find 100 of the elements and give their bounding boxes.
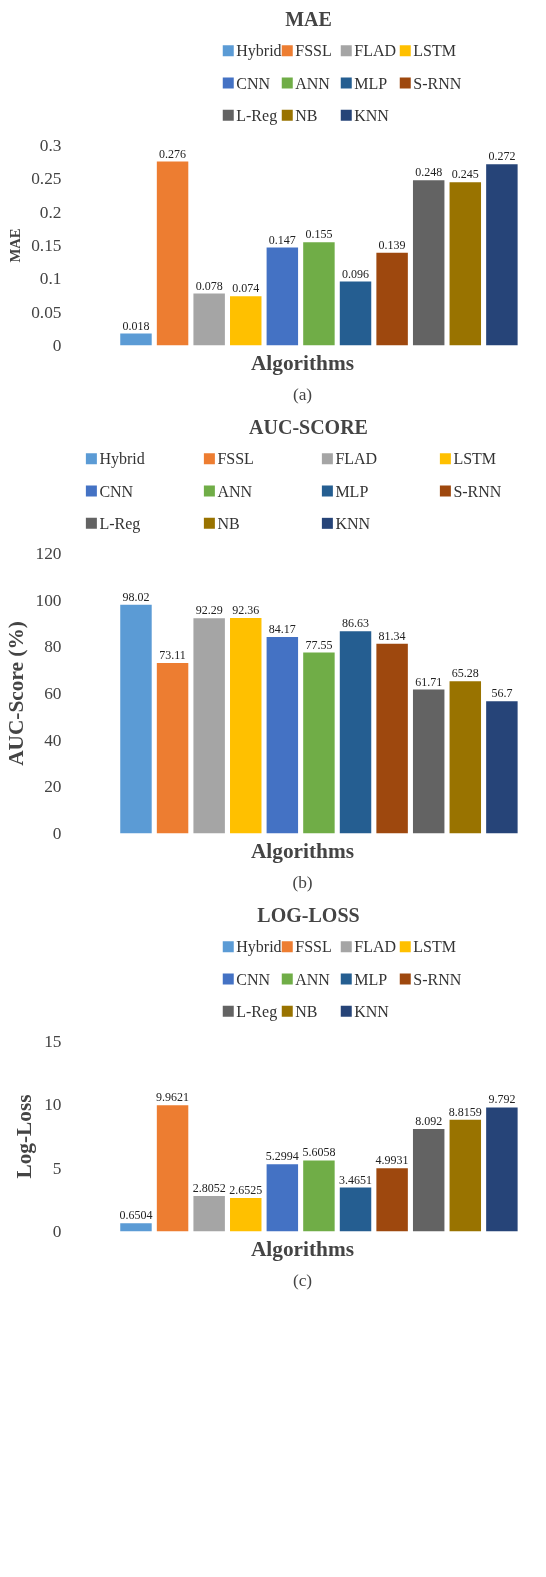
y-tick-label: 100 — [35, 590, 62, 610]
x-axis-title: Algorithms — [250, 1236, 355, 1261]
bar — [449, 182, 482, 346]
legend-label: FLAD — [335, 450, 378, 468]
y-tick-label: 5 — [52, 1158, 62, 1178]
y-tick-label: 120 — [35, 544, 62, 563]
legend-label: MLP — [335, 482, 369, 500]
y-tick-label: 0.05 — [31, 302, 62, 322]
data-label: 0.018 — [122, 318, 150, 333]
bar — [376, 1168, 408, 1232]
legend-label: L-Reg — [236, 1002, 278, 1021]
legend-label: S-RNN — [453, 482, 502, 500]
legend-label: NB — [295, 106, 318, 124]
y-tick-label: 0 — [52, 336, 62, 355]
data-label: 2.6525 — [229, 1182, 263, 1197]
data-label: 2.8052 — [192, 1180, 226, 1195]
data-label: 61.71 — [415, 674, 443, 689]
legend-label: Hybrid — [99, 450, 145, 469]
data-label: 77.55 — [305, 637, 333, 652]
bar — [449, 681, 482, 834]
data-label: 0.139 — [378, 237, 406, 252]
data-label: 0.155 — [305, 227, 333, 242]
legend-label: S-RNN — [413, 74, 462, 92]
legend-label: Hybrid — [236, 42, 282, 61]
bar — [230, 1197, 262, 1232]
y-axis-title: AUC-Score (%) — [3, 621, 28, 766]
legend-label: CNN — [236, 970, 271, 988]
bar — [193, 1195, 225, 1232]
y-tick-label: 0.3 — [39, 136, 62, 155]
data-label: 56.7 — [491, 686, 513, 701]
y-tick-label: 0 — [52, 1222, 62, 1241]
y-tick-label: 60 — [44, 684, 62, 703]
data-label: 0.272 — [488, 149, 516, 164]
y-tick-label: 10 — [44, 1095, 62, 1115]
data-label: 0.248 — [415, 165, 443, 180]
legend-label: FLAD — [354, 42, 397, 60]
chart-title: AUC-SCORE — [249, 415, 368, 438]
bar — [266, 1164, 299, 1232]
data-label: 8.8159 — [448, 1104, 482, 1119]
data-label: 98.02 — [122, 589, 150, 604]
data-label: 0.276 — [159, 146, 187, 161]
legend-label: NB — [217, 514, 240, 532]
data-label: 0.096 — [342, 266, 370, 281]
data-label: 0.074 — [232, 281, 260, 296]
legend-label: LSTM — [413, 42, 456, 60]
y-tick-label: 0.2 — [39, 202, 62, 222]
legend-label: KNN — [335, 514, 371, 532]
legend-label: L-Reg — [99, 514, 141, 533]
x-axis-title: Algorithms — [250, 838, 355, 863]
legend-label: Hybrid — [236, 938, 282, 957]
bar — [120, 333, 152, 346]
bar — [449, 1119, 482, 1232]
y-tick-label: 0.25 — [31, 169, 62, 189]
legend-label: FSSL — [295, 938, 332, 956]
legend-label: L-Reg — [236, 106, 278, 125]
y-axis-title: Log-Loss — [12, 1094, 37, 1179]
data-label: 0.245 — [451, 167, 479, 182]
data-label: 73.11 — [159, 647, 186, 662]
y-tick-label: 0.1 — [39, 269, 62, 289]
data-label: 65.28 — [451, 666, 479, 681]
data-label: 84.17 — [268, 622, 296, 637]
y-tick-label: 0 — [52, 824, 62, 843]
bar — [303, 1160, 335, 1232]
bar — [303, 242, 335, 346]
bar — [230, 617, 262, 834]
y-tick-label: 20 — [44, 777, 62, 797]
x-axis-title: Algorithms — [250, 350, 355, 375]
legend-label: CNN — [99, 482, 134, 500]
bar — [376, 252, 408, 346]
legend-label: FSSL — [295, 42, 332, 60]
text: (a) — [292, 384, 313, 404]
bar — [120, 1223, 152, 1232]
bar — [120, 604, 152, 834]
y-tick-label: 80 — [44, 637, 62, 657]
bar — [486, 1107, 518, 1232]
legend-label: FLAD — [354, 938, 397, 956]
data-label: 81.34 — [378, 628, 406, 643]
bar — [412, 1129, 445, 1232]
bar — [230, 296, 262, 346]
legend-label: ANN — [295, 970, 331, 988]
bar — [412, 689, 445, 834]
y-tick-label: 0.15 — [31, 236, 62, 255]
data-label: 0.147 — [268, 232, 296, 247]
y-tick-label: 40 — [44, 730, 62, 750]
bar — [339, 1187, 372, 1232]
legend-label: FSSL — [217, 450, 254, 468]
legend-label: CNN — [236, 74, 271, 92]
bar — [339, 631, 372, 834]
bar — [193, 293, 225, 346]
y-axis-title: MAE — [7, 228, 24, 263]
legend-label: NB — [295, 1002, 318, 1020]
legend-label: ANN — [217, 482, 253, 500]
data-label: 9.792 — [488, 1092, 516, 1107]
data-label: 92.36 — [232, 602, 260, 617]
chart-title: MAE — [285, 7, 332, 30]
legend-label: MLP — [354, 74, 388, 92]
legend-label: LSTM — [453, 450, 497, 468]
bar — [156, 1105, 189, 1232]
chart-title: LOG-LOSS — [257, 903, 360, 926]
data-label: 5.2994 — [265, 1149, 299, 1164]
